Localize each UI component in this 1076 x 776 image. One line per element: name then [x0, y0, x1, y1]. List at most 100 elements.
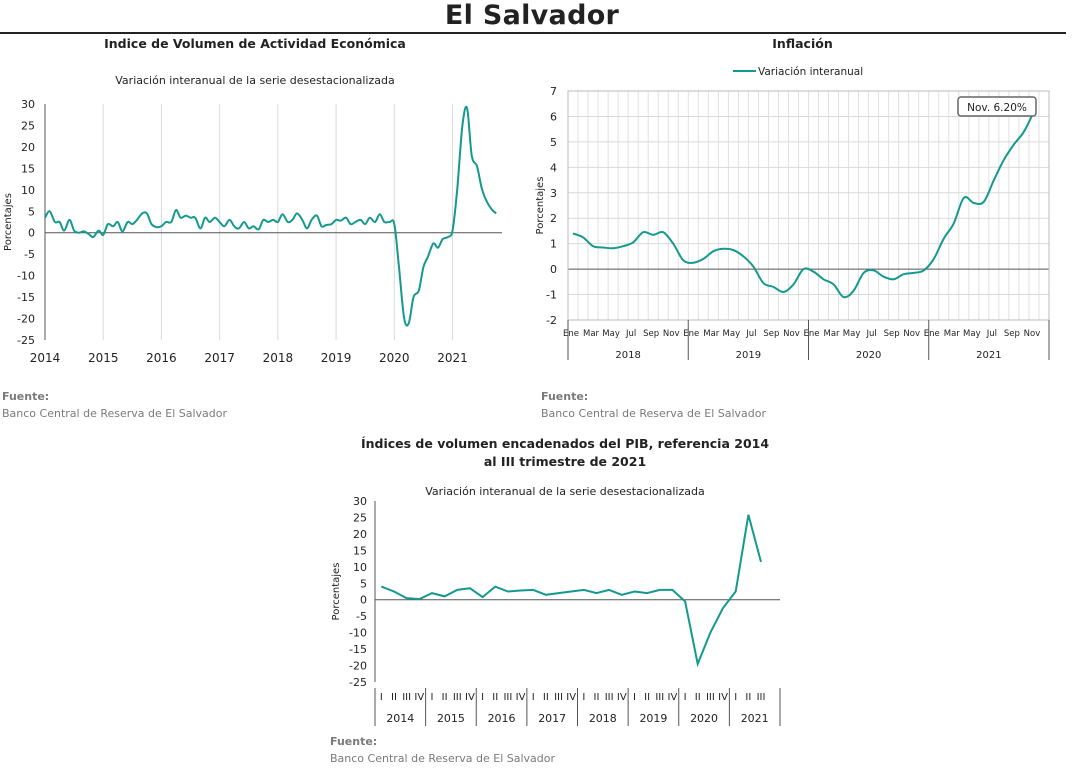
ivae-x-tick-label: 2014 [30, 351, 61, 365]
ivae-x-tick-label: 2017 [204, 351, 235, 365]
gdp-quarter-tick-label: II [745, 692, 751, 703]
gdp-quarter-tick-label: IV [566, 692, 576, 703]
inflation-month-tick-label: Sep [643, 329, 659, 339]
gdp-year-label: 2014 [386, 712, 414, 725]
gdp-quarter-tick-label: II [594, 692, 600, 703]
inflation-month-tick-label: Sep [763, 329, 779, 339]
inflation-month-tick-label: May [843, 329, 861, 339]
inflation-y-tick-label: 5 [550, 136, 557, 149]
inflation-y-tick-label: 0 [550, 263, 557, 276]
inflation-y-axis-label: Porcentajes [535, 177, 546, 235]
gdp-source-label: Fuente: [330, 735, 378, 748]
inflation-month-tick-label: May [723, 329, 741, 339]
gdp-y-tick-label: 20 [353, 528, 367, 541]
ivae-y-tick-label: -20 [17, 313, 35, 326]
gdp-quarter-tick-label: I [430, 692, 433, 703]
inflation-series-line [572, 110, 1035, 299]
inflation-source-text: Banco Central de Reserva de El Salvador [541, 407, 767, 420]
gdp-year-label: 2018 [589, 712, 617, 725]
ivae-x-tick-label: 2020 [379, 351, 410, 365]
gdp-y-tick-label: 25 [353, 511, 367, 524]
gdp-quarter-tick-label: I [684, 692, 687, 703]
ivae-x-tick-label: 2021 [437, 351, 468, 365]
gdp-quarter-tick-label: II [644, 692, 650, 703]
gdp-quarter-tick-label: I [734, 692, 737, 703]
gdp-quarter-tick-label: IV [668, 692, 678, 703]
inflation-year-label: 2021 [976, 350, 1001, 361]
inflation-month-tick-label: Jul [745, 329, 756, 339]
inflation-month-tick-label: Mar [703, 329, 720, 339]
ivae-y-tick-label: -5 [24, 248, 35, 261]
ivae-y-tick-label: -15 [17, 291, 35, 304]
gdp-quarter-tick-label: I [481, 692, 484, 703]
inflation-month-tick-label: Nov [783, 329, 800, 339]
inflation-year-label: 2020 [856, 350, 881, 361]
gdp-year-label: 2021 [741, 712, 769, 725]
inflation-y-tick-label: 6 [550, 110, 557, 123]
inflation-month-tick-label: Jul [865, 329, 876, 339]
ivae-y-tick-label: 25 [21, 119, 35, 132]
inflation-month-tick-label: Mar [944, 329, 961, 339]
inflation-month-tick-label: Sep [1004, 329, 1020, 339]
inflation-year-label: 2018 [615, 350, 640, 361]
inflation-annotation-label: Nov. 6.20% [967, 102, 1027, 114]
gdp-y-tick-label: -10 [349, 627, 367, 640]
inflation-month-tick-label: Ene [683, 329, 699, 339]
inflation-month-tick-label: Sep [884, 329, 900, 339]
gdp-series-line [380, 514, 762, 668]
inflation-month-tick-label: Jul [625, 329, 636, 339]
gdp-y-tick-label: -25 [349, 676, 367, 689]
gdp-quarter-tick-label: III [706, 692, 715, 703]
inflation-y-tick-label: 3 [550, 187, 557, 200]
ivae-source-label: Fuente: [2, 390, 50, 403]
gdp-quarter-tick-label: II [543, 692, 549, 703]
inflation-y-tick-label: 4 [550, 161, 557, 174]
gdp-quarter-tick-label: II [695, 692, 701, 703]
gdp-year-label: 2019 [639, 712, 667, 725]
ivae-series-line [44, 105, 497, 327]
gdp-y-tick-label: 15 [353, 544, 367, 557]
gdp-year-label: 2020 [690, 712, 718, 725]
gdp-chart-title: Índices de volumen encadenados del PIB, … [360, 436, 770, 451]
gdp-source-text: Banco Central de Reserva de El Salvador [330, 752, 556, 765]
ivae-y-tick-label: 20 [21, 141, 35, 154]
inflation-y-tick-label: 7 [550, 85, 557, 98]
inflation-month-tick-label: Ene [563, 329, 579, 339]
inflation-y-tick-label: -1 [546, 289, 557, 302]
inflation-month-tick-label: Mar [583, 329, 600, 339]
gdp-y-axis-label: Porcentajes [331, 563, 342, 621]
page-title: El Salvador [444, 0, 620, 31]
ivae-x-tick-label: 2019 [321, 351, 352, 365]
inflation-year-label: 2019 [736, 350, 761, 361]
inflation-month-tick-label: Nov [1024, 329, 1041, 339]
inflation-month-tick-label: Mar [824, 329, 841, 339]
gdp-chart-title-line2: al III trimestre de 2021 [483, 454, 647, 469]
ivae-y-tick-label: -10 [17, 270, 35, 283]
inflation-month-tick-label: Ene [804, 329, 820, 339]
gdp-year-label: 2015 [437, 712, 465, 725]
inflation-y-tick-label: -2 [546, 314, 557, 327]
gdp-quarter-tick-label: IV [414, 692, 424, 703]
ivae-y-tick-label: 15 [21, 162, 35, 175]
ivae-y-axis-label: Porcentajes [3, 193, 14, 251]
inflation-month-tick-label: May [963, 329, 981, 339]
inflation-annotation-box [957, 96, 1037, 117]
gdp-quarter-tick-label: IV [617, 692, 627, 703]
gdp-quarter-tick-label: III [757, 692, 766, 703]
ivae-x-tick-label: 2015 [88, 351, 119, 365]
gdp-quarter-tick-label: I [532, 692, 535, 703]
gdp-quarter-tick-label: IV [465, 692, 475, 703]
gdp-y-tick-label: 30 [353, 495, 367, 508]
gdp-y-tick-label: -5 [356, 610, 367, 623]
title-divider [0, 32, 1066, 34]
ivae-chart-subtitle: Variación interanual de la serie desesta… [115, 74, 395, 87]
gdp-quarter-tick-label: III [554, 692, 563, 703]
gdp-year-label: 2017 [538, 712, 566, 725]
inflation-source-label: Fuente: [541, 390, 589, 403]
inflation-month-tick-label: Nov [903, 329, 920, 339]
gdp-chart-subtitle: Variación interanual de la serie desesta… [425, 485, 705, 498]
gdp-quarter-tick-label: III [453, 692, 462, 703]
gdp-quarter-tick-label: III [655, 692, 664, 703]
inflation-chart-title: Inflación [772, 36, 833, 51]
gdp-y-tick-label: 0 [360, 594, 367, 607]
